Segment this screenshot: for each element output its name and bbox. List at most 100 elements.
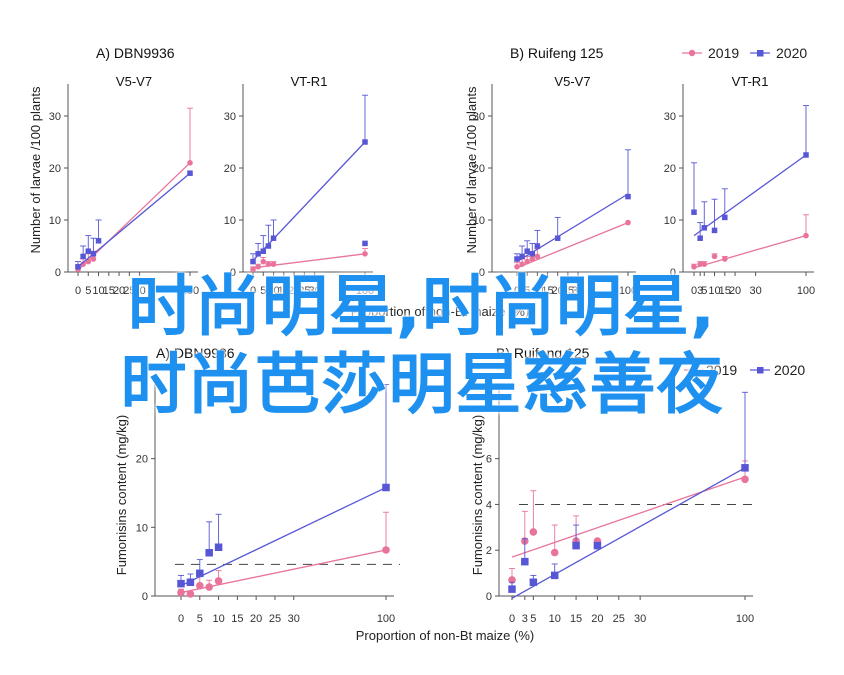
x-tick-label: 100 <box>619 285 637 297</box>
point-2019 <box>255 264 261 270</box>
x-tick-label: 10 <box>267 285 279 297</box>
point-2019 <box>519 261 525 268</box>
x-tick-label: 20 <box>250 613 262 625</box>
legend-label-2019-bottom: 2019 <box>706 362 737 378</box>
point-2020 <box>697 235 703 241</box>
panel-subtitle: VT-R1 <box>291 74 328 89</box>
point-2019 <box>625 219 631 226</box>
point-2020 <box>554 235 561 241</box>
fit-line-2019 <box>693 234 807 269</box>
point-2020 <box>362 240 368 247</box>
legend-top: 2019 2020 <box>682 45 807 61</box>
x-tick-label: 0 <box>250 285 256 297</box>
overlay-text-line-1: 时尚明星,时尚明星, <box>127 268 717 345</box>
point-2020 <box>514 256 520 262</box>
x-tick-label: 25 <box>613 613 625 625</box>
legend-bottom: 2019 2020 <box>684 362 805 378</box>
point-2020 <box>362 139 368 145</box>
y-tick-label: 20 <box>664 163 676 175</box>
point-2020 <box>529 578 538 587</box>
overlay-text-line-2: 时尚芭莎明星慈善夜 <box>120 346 724 423</box>
panel-a-bottom-title: A) DBN9936 <box>156 345 235 361</box>
x-tick-label: 5 <box>701 285 707 297</box>
x-tick-label: 30 <box>288 613 300 625</box>
point-2020 <box>519 253 525 260</box>
point-2020 <box>205 548 213 557</box>
x-tick-label: 100 <box>356 285 374 297</box>
point-2019 <box>691 264 697 270</box>
point-2019 <box>265 261 272 268</box>
y-tick-label: 6 <box>486 454 492 466</box>
point-2020 <box>177 579 185 588</box>
x-tick-label: 5 <box>197 613 203 625</box>
x-tick-label: 15 <box>570 613 582 625</box>
x-tick-label: 0 <box>691 285 697 297</box>
y-tick-label: 10 <box>473 215 485 227</box>
point-2020 <box>265 243 272 249</box>
top-right-ylabel: Number of larvae /100 plants <box>464 86 479 253</box>
y-tick-label: 30 <box>664 111 676 123</box>
legend-label-2019: 2019 <box>708 45 739 61</box>
point-2020 <box>260 248 267 254</box>
point-2019 <box>260 258 267 265</box>
fit-line-2019 <box>77 162 191 271</box>
point-2019 <box>534 253 541 260</box>
x-tick-label: 20 <box>552 285 564 297</box>
point-2020 <box>270 235 277 241</box>
point-2019 <box>187 160 193 166</box>
x-tick-label: 15 <box>278 285 290 297</box>
top-xlabel: Proportion of non-Bt maize (%) <box>351 304 529 319</box>
point-2020 <box>741 464 749 472</box>
point-2020 <box>186 578 195 587</box>
point-2020 <box>625 193 631 200</box>
y-tick-label: 0 <box>55 267 61 279</box>
x-tick-label: 20 <box>591 613 603 625</box>
point-2019 <box>90 256 97 262</box>
point-2019 <box>270 261 277 268</box>
point-2020 <box>711 227 718 234</box>
x-tick-label: 100 <box>377 613 395 625</box>
x-tick-label: 0 <box>178 613 184 625</box>
y-tick-label: 20 <box>49 163 61 175</box>
y-tick-label: 20 <box>473 163 485 175</box>
y-tick-label: 20 <box>136 454 148 466</box>
x-tick-label: 15 <box>231 613 243 625</box>
point-2019 <box>722 256 728 262</box>
point-2019 <box>529 256 536 262</box>
point-2019 <box>741 475 749 484</box>
chart-panel-4: 0 10 20 0 5 10 15 20 25 30 100 <box>136 384 400 625</box>
panel-subtitle: V5-V7 <box>116 74 152 89</box>
point-2020 <box>85 248 92 254</box>
x-tick-label: 10 <box>212 613 224 625</box>
point-2019 <box>80 261 86 268</box>
x-tick-label: 3 <box>522 613 528 625</box>
fit-line-2020 <box>180 486 387 587</box>
point-2020 <box>521 557 529 566</box>
x-tick-label: 20 <box>113 285 125 297</box>
point-2020 <box>691 209 697 215</box>
fit-line-2020 <box>693 154 807 237</box>
point-2019 <box>711 253 718 260</box>
point-2019 <box>529 528 538 536</box>
point-2019 <box>524 258 530 265</box>
fit-line-2019 <box>180 549 387 594</box>
x-tick-label: 30 <box>133 285 145 297</box>
point-2019 <box>214 577 223 585</box>
point-2020 <box>550 571 559 580</box>
y-tick-label: 4 <box>486 499 492 511</box>
point-2020 <box>214 543 223 551</box>
x-tick-label: 10 <box>708 285 720 297</box>
x-tick-label: 15 <box>103 285 115 297</box>
panel-subtitle: VT-R1 <box>732 74 769 89</box>
point-2020 <box>508 585 516 593</box>
x-tick-label: 30 <box>634 613 646 625</box>
x-tick-label: 5 <box>524 285 530 297</box>
point-2020 <box>382 483 390 492</box>
x-tick-label: 25 <box>298 285 310 297</box>
x-tick-label: 15 <box>541 285 553 297</box>
fit-line-2020 <box>252 141 366 262</box>
y-tick-label: 30 <box>473 111 485 123</box>
